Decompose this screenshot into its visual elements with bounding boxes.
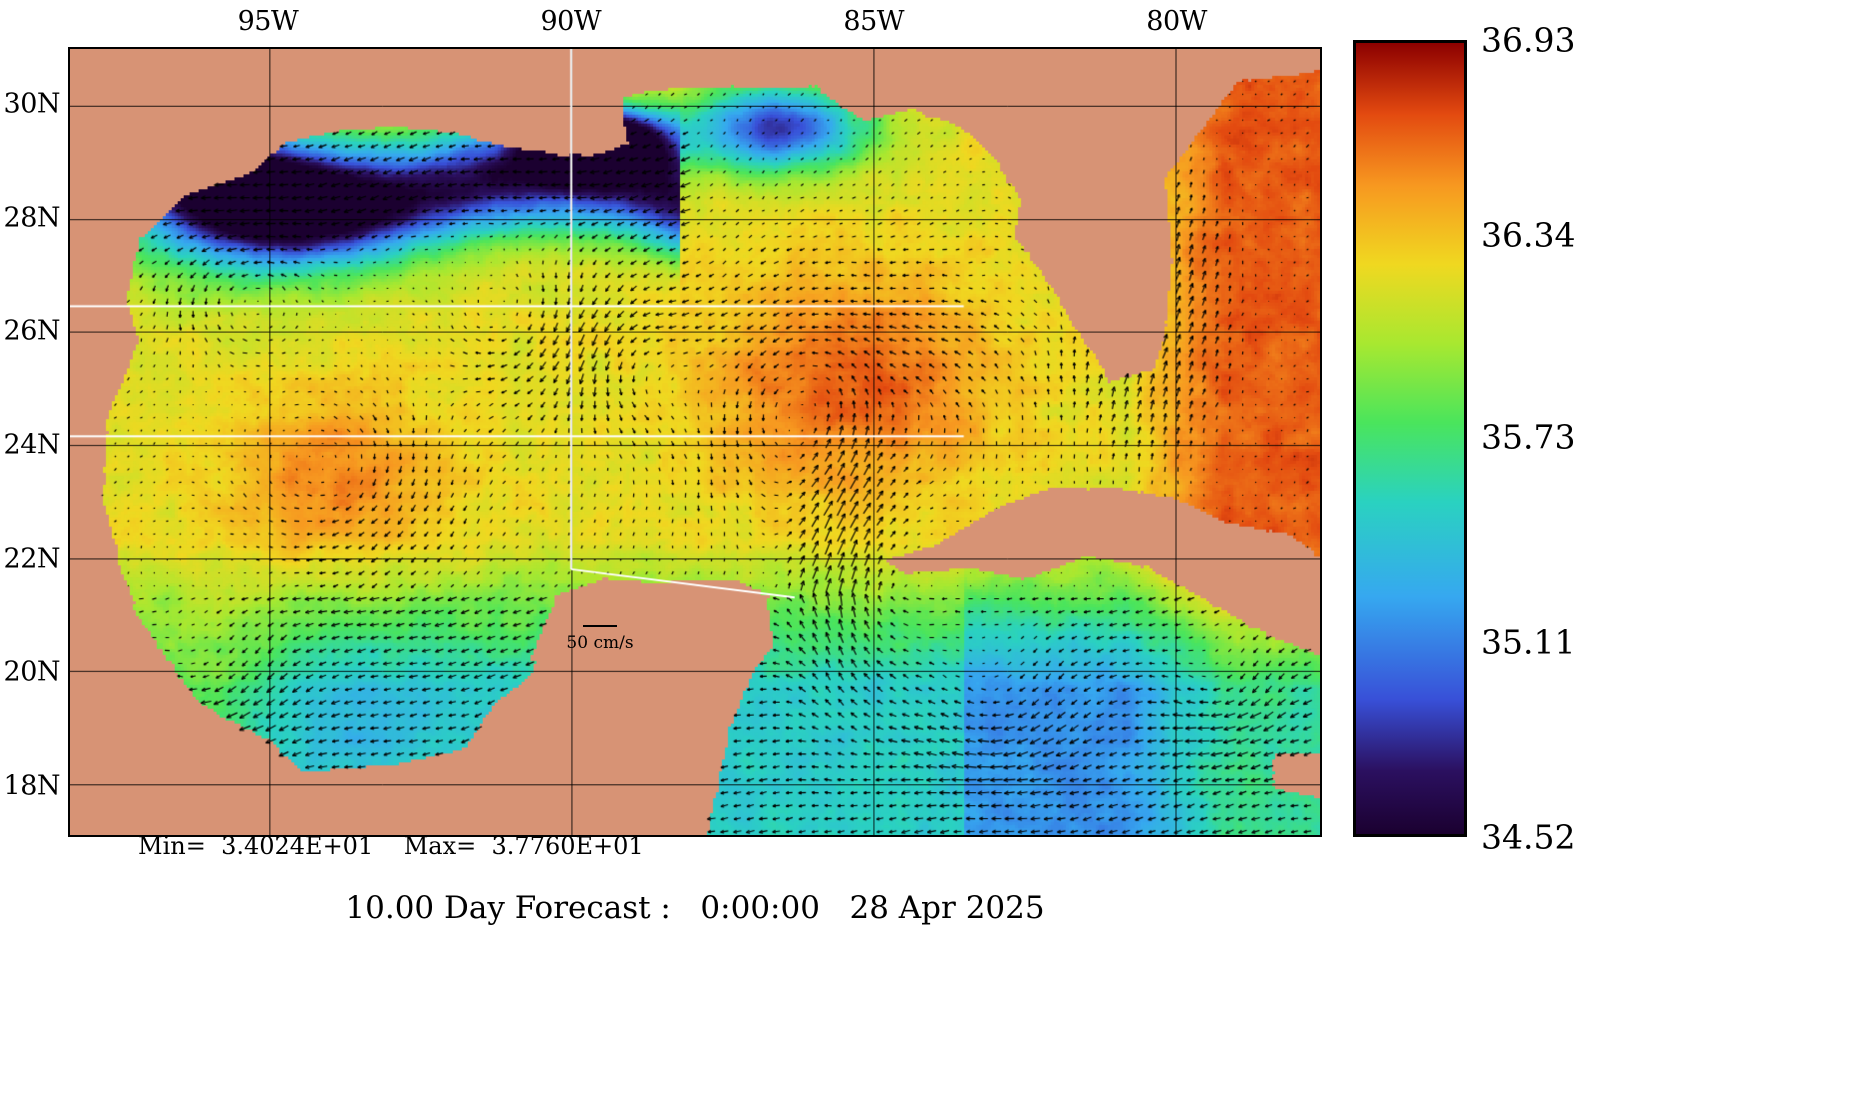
salinity-field-canvas <box>70 49 1320 835</box>
lat-tick-label: 30N <box>3 88 61 120</box>
lat-tick-label: 24N <box>3 429 61 461</box>
forecast-title: 10.00 Day Forecast : 0:00:00 28 Apr 2025 <box>345 890 1045 926</box>
min-max-stats: Min= 3.4024E+01 Max= 3.7760E+01 <box>138 832 644 860</box>
lon-tick-label: 80W <box>1146 6 1207 37</box>
colorbar-tick-label: 35.11 <box>1481 622 1576 662</box>
lon-tick-label: 90W <box>540 6 602 37</box>
colorbar-tick-label: 36.34 <box>1481 215 1576 255</box>
colorbar-tick-label: 34.52 <box>1481 817 1576 857</box>
lat-tick-label: 28N <box>3 202 61 233</box>
lat-tick-label: 26N <box>3 315 61 347</box>
lon-tick-label: 95W <box>237 6 299 37</box>
colorbar-gradient <box>1353 40 1467 837</box>
lat-tick-label: 22N <box>3 543 61 574</box>
colorbar-container <box>1353 40 1467 837</box>
colorbar-tick-label: 35.73 <box>1481 417 1576 457</box>
map-plot-area[interactable] <box>68 47 1322 837</box>
lon-tick-label: 85W <box>843 6 905 37</box>
colorbar-tick-label: 36.93 <box>1481 20 1576 60</box>
lat-tick-label: 20N <box>3 656 61 688</box>
lat-tick-label: 18N <box>3 770 61 802</box>
